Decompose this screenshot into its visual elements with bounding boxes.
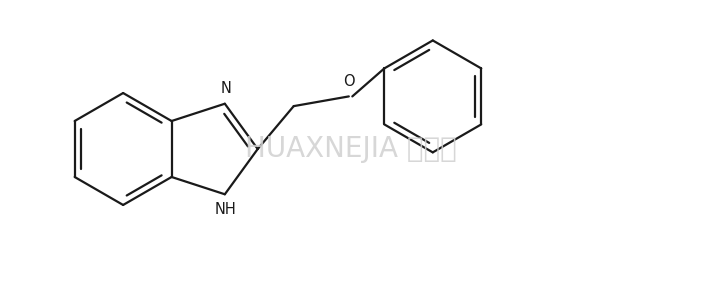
Text: O: O (343, 74, 355, 89)
Text: N: N (221, 80, 231, 96)
Text: HUAXNEJIA 化学加: HUAXNEJIA 化学加 (245, 135, 456, 163)
Text: NH: NH (215, 202, 237, 218)
